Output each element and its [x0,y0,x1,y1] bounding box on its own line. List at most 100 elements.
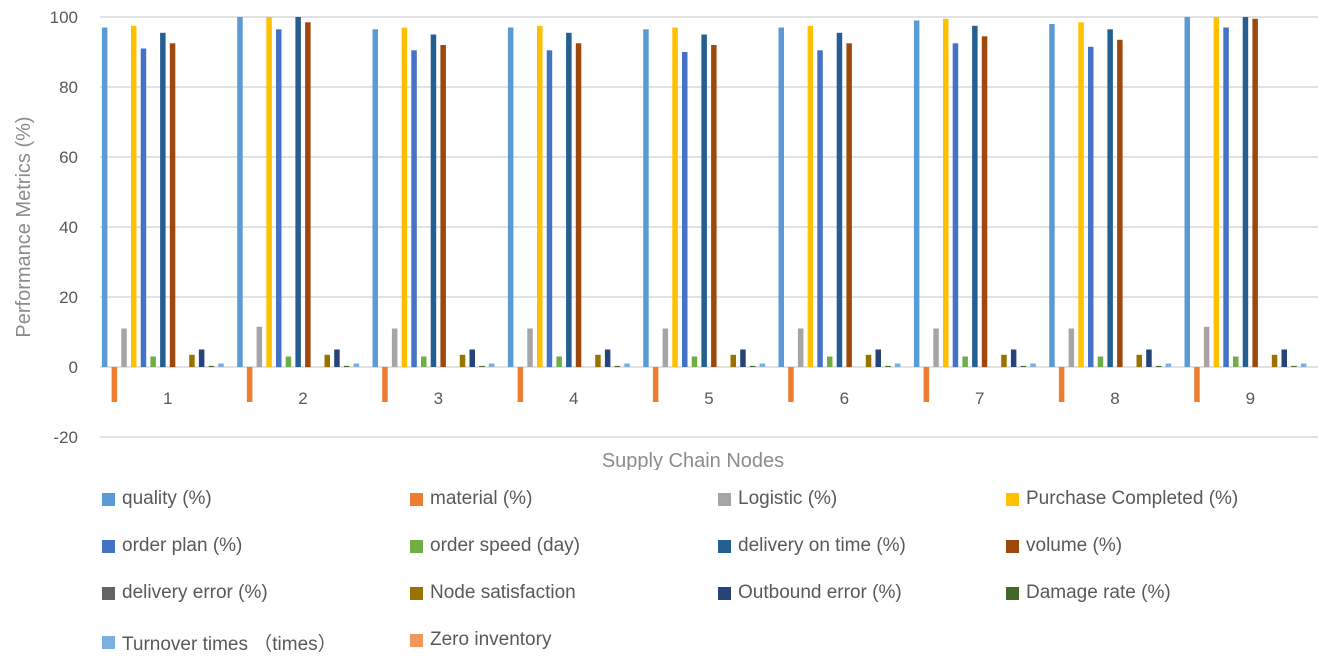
bar [836,32,843,368]
bar [885,365,891,367]
bar [334,349,340,367]
legend-item: Damage rate (%) [1006,582,1171,604]
y-tick-label: 80 [59,78,78,97]
x-axis-title: Supply Chain Nodes [602,450,784,470]
legend-label: delivery error (%) [122,582,268,603]
legend-swatch [410,586,423,600]
bar [1242,17,1249,367]
bar [662,328,669,367]
legend-label: Node satisfaction [430,582,576,603]
y-tick-label: 60 [59,148,78,167]
bar [595,354,601,368]
legend-label: Outbound error (%) [738,582,902,603]
y-axis-title: Performance Metrics (%) [13,116,35,337]
bar [1020,365,1027,367]
bar [517,367,524,402]
y-tick-label: 20 [59,288,78,307]
bar [372,29,378,368]
bar [353,363,360,367]
legend-label: Turnover times （times） [122,634,337,655]
bar [1165,363,1172,367]
legend-swatch [102,586,115,600]
bar [827,356,833,367]
y-tick-label: 0 [69,358,78,377]
bar [749,365,756,367]
bar [1203,326,1210,368]
x-tick-label: 9 [1246,389,1255,408]
y-tick-label: 40 [59,218,78,237]
bar [440,45,446,367]
legend-swatch [718,586,731,600]
bar [566,32,572,368]
legend-item: Purchase Completed (%) [1006,488,1238,510]
bar [285,356,292,367]
bar [730,354,736,368]
bar [788,367,794,402]
bar [1213,17,1220,367]
bar [430,34,437,367]
bar [894,363,901,367]
bar [479,365,485,367]
bar [1281,349,1287,367]
bar [421,356,427,367]
bar [846,43,852,368]
bar [411,50,417,368]
bar [131,25,137,368]
bar [1146,349,1152,367]
legend-swatch [718,492,731,506]
bar [1223,27,1229,367]
legend-swatch [410,492,423,506]
bar [1155,365,1162,367]
bar [1291,365,1297,367]
bar [305,22,311,368]
bar [1097,356,1104,367]
bar [527,328,533,367]
x-tick-label: 6 [840,389,849,408]
legend-item: order plan (%) [102,535,242,557]
bar [1058,367,1065,402]
bar [652,367,659,402]
bar [121,328,127,367]
x-tick-label: 2 [298,389,307,408]
bar [604,349,611,367]
bar [324,354,330,368]
legend-swatch [102,636,115,649]
bar [537,25,543,368]
bar [972,25,978,368]
bar [624,363,630,367]
x-tick-label: 1 [163,389,172,408]
legend-item: material (%) [410,488,532,510]
bar [1117,39,1123,368]
bar [759,363,766,367]
legend-label: Damage rate (%) [1026,582,1171,603]
bar [740,349,746,367]
bar [1233,356,1239,367]
legend-label: order plan (%) [122,535,243,556]
bar [256,326,263,368]
legend-swatch [410,633,423,647]
bar [1194,367,1200,402]
bar [246,367,253,402]
bar [943,18,949,368]
bar [169,43,176,368]
bar [1010,349,1017,367]
legend-label: Logistic (%) [738,488,838,509]
legend-swatch [718,539,731,553]
bar [556,356,562,367]
legend-swatch [1006,539,1019,553]
legend-item: Turnover times （times） [102,629,337,656]
legend-label: quality (%) [122,488,212,509]
legend-item: delivery on time (%) [718,535,906,557]
bar [507,27,514,367]
bar [1049,24,1055,367]
legend-label: Purchase Completed (%) [1026,488,1239,509]
x-tick-label: 8 [1110,389,1119,408]
bar [140,48,147,367]
bar [1136,354,1142,368]
bar [198,349,205,367]
legend-label: material (%) [430,488,533,509]
bar [1107,29,1113,368]
bar [343,365,350,367]
bar [1252,18,1258,368]
gridlines [100,16,1318,438]
